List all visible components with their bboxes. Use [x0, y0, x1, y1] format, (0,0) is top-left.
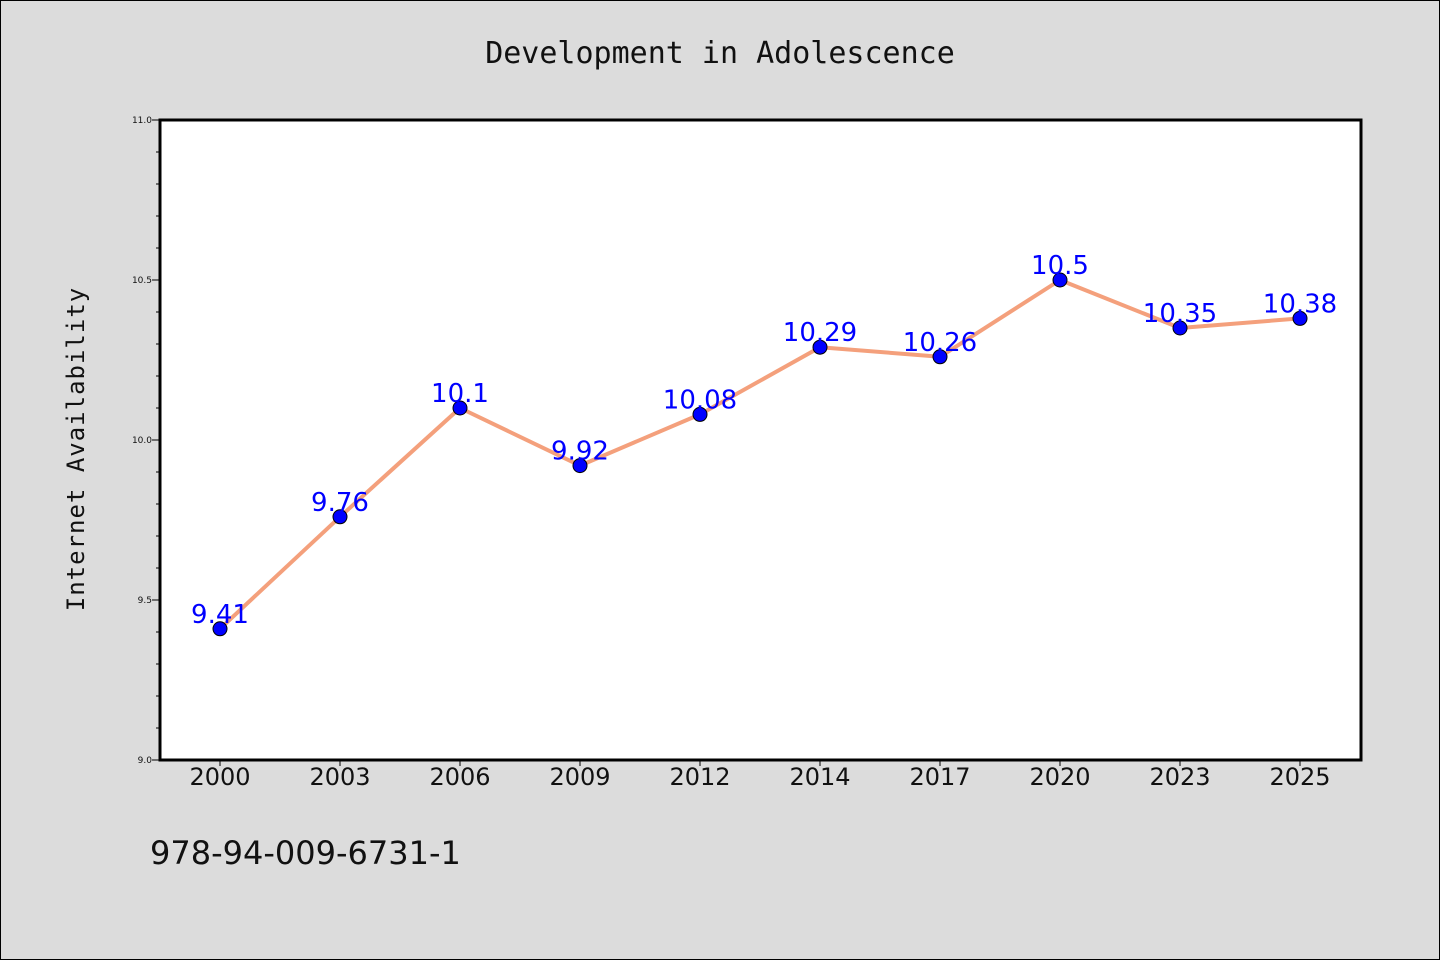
- chart-title: Development in Adolescence: [485, 36, 955, 71]
- data-point-marker: [572, 458, 588, 474]
- data-point-marker: [212, 621, 228, 637]
- data-point-marker: [692, 406, 708, 422]
- x-tick-label: 2025: [1269, 763, 1330, 791]
- data-label: 10.26: [903, 328, 977, 358]
- plot-area: [158, 118, 1363, 762]
- data-label: 10.08: [663, 385, 737, 415]
- y-axis-label: Internet Availability: [62, 287, 90, 611]
- footer-isbn: 978-94-009-6731-1: [150, 834, 461, 872]
- data-label: 9.92: [551, 437, 609, 467]
- x-axis: 2000 2003 2006 2009 2012 2014 2017 2020 2023 2025: [189, 760, 1331, 791]
- data-point-marker: [332, 509, 348, 525]
- y-tick-label: 10.0: [132, 436, 152, 446]
- data-label: 9.76: [311, 488, 369, 518]
- data-point-marker: [932, 349, 948, 365]
- y-tick-label: 10.5: [132, 276, 152, 286]
- data-label: 10.35: [1143, 299, 1217, 329]
- data-point-marker: [1172, 320, 1188, 336]
- x-tick-label: 2014: [789, 763, 850, 791]
- y-tick-label: 9.5: [138, 596, 152, 606]
- data-point-marker: [452, 400, 468, 416]
- data-label: 10.29: [783, 318, 857, 348]
- data-point-marker: [1292, 310, 1308, 326]
- series-line: [218, 278, 1301, 631]
- data-label: 10.1: [431, 379, 489, 409]
- x-tick-label: 2006: [429, 763, 490, 791]
- x-tick-label: 2020: [1029, 763, 1090, 791]
- x-tick-label: 2000: [189, 763, 250, 791]
- data-series: 9.41 9.76 10.1 9.92 10.08 10.29 10.26 10.5 10.35…: [191, 251, 1337, 637]
- data-point-marker: [1052, 272, 1068, 288]
- data-label: 10.5: [1031, 251, 1089, 281]
- x-tick-label: 2017: [909, 763, 970, 791]
- x-tick-label: 2012: [669, 763, 730, 791]
- y-tick-label: 9.0: [138, 756, 153, 766]
- data-label: 10.38: [1263, 289, 1337, 319]
- data-label: 9.41: [191, 600, 249, 630]
- x-tick-label: 2003: [309, 763, 370, 791]
- data-point-marker: [812, 339, 828, 355]
- y-axis: 9.0 9.5 10.0 10.5 11.0: [132, 116, 160, 766]
- x-tick-label: 2023: [1149, 763, 1210, 791]
- y-tick-label: 11.0: [132, 116, 152, 126]
- x-tick-label: 2009: [549, 763, 610, 791]
